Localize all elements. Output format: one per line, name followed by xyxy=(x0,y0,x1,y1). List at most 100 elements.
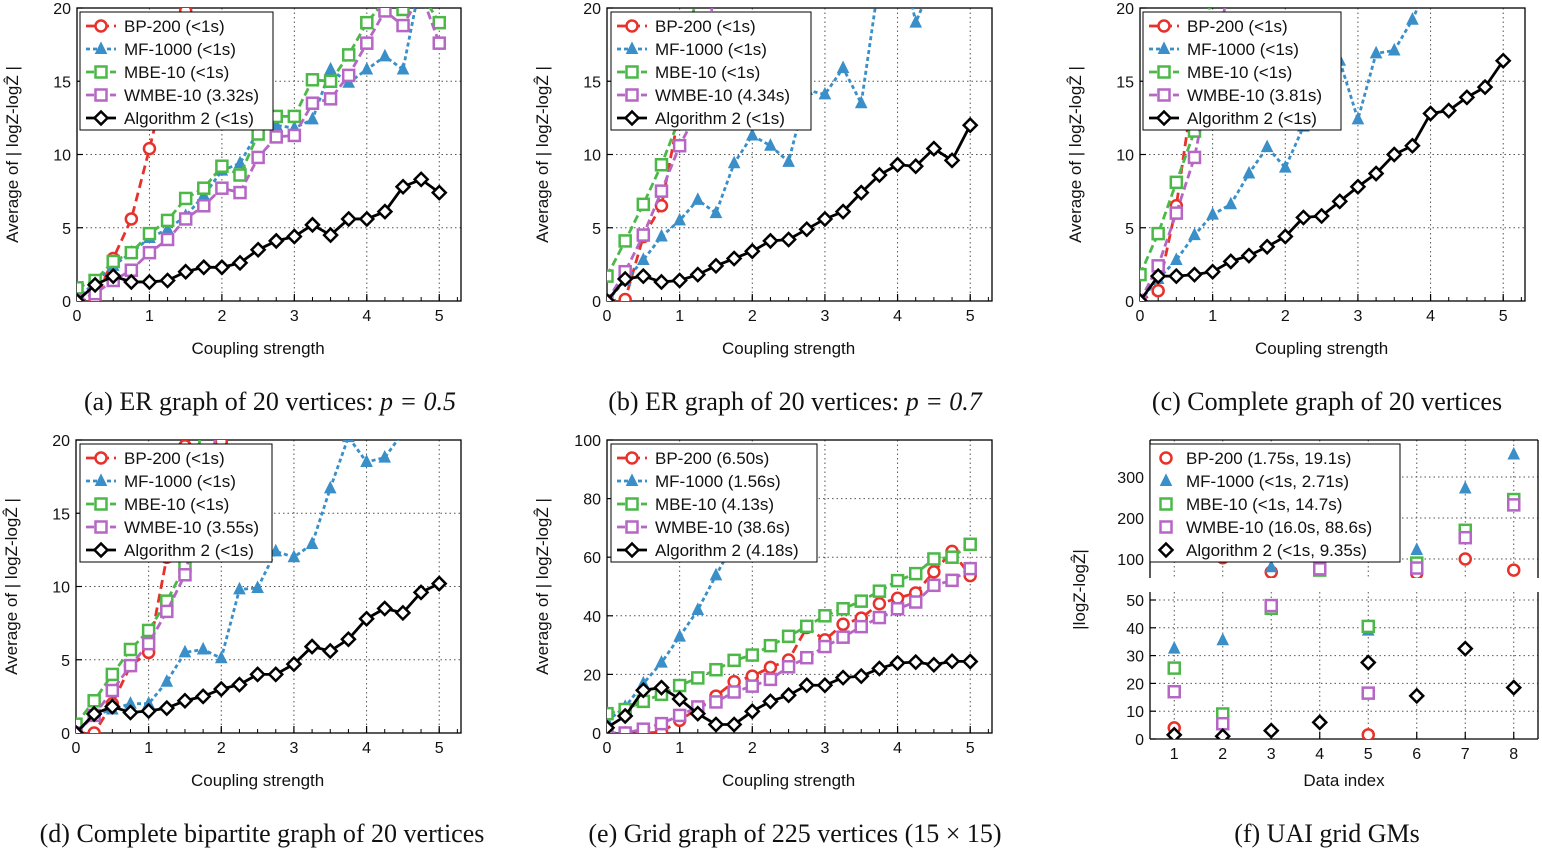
data-point-mbe xyxy=(800,619,814,634)
legend-marker-mf xyxy=(625,473,639,486)
data-point-wmbe xyxy=(1187,150,1202,165)
caption-math: p = 0.7 xyxy=(904,387,983,416)
legend-item: Algorithm 2 (<1s) xyxy=(1149,109,1317,128)
legend-label: MBE-10 (4.13s) xyxy=(655,495,774,514)
legend-label: BP-200 (<1s) xyxy=(124,449,225,468)
data-point-alg xyxy=(653,679,670,696)
caption-text: (e) Grid graph of 225 vertices (15 × 15) xyxy=(588,819,1001,848)
data-point-wmbe xyxy=(1458,530,1472,545)
data-point-mbe xyxy=(360,15,374,30)
x-axis-label: Coupling strength xyxy=(1255,339,1388,358)
data-point-mf xyxy=(305,536,319,550)
data-point-wmbe xyxy=(745,679,760,693)
data-point-alg xyxy=(871,660,888,677)
data-point-mbe xyxy=(691,671,705,685)
data-point-mf xyxy=(655,655,668,668)
data-point-mf xyxy=(214,650,228,664)
series-line-mf xyxy=(1140,8,1420,301)
data-point-mf xyxy=(360,454,373,467)
data-point-bp xyxy=(618,292,632,301)
data-point-alg xyxy=(177,263,194,280)
x-tick-label: 5 xyxy=(966,308,975,325)
chart-panel: 0 5 10 15 20 0 1 2 3 4 5 Coupling strength Average o… xyxy=(3,1,462,416)
data-point-wmbe xyxy=(197,199,211,213)
data-point-mbe xyxy=(1151,226,1165,241)
legend-label: Algorithm 2 (<1s) xyxy=(124,541,254,560)
data-point-mbe xyxy=(76,717,83,731)
x-tick-label: 4 xyxy=(893,308,902,325)
data-point-wmbe xyxy=(872,610,887,625)
data-point-alg xyxy=(689,705,707,722)
x-tick-label: 1 xyxy=(144,740,153,757)
legend-label: MF-1000 (<1s) xyxy=(1187,40,1299,59)
data-point-wmbe xyxy=(341,68,356,83)
data-point-wmbe xyxy=(636,722,651,733)
legend-label: Algorithm 2 (<1s) xyxy=(124,109,254,128)
data-point-wmbe xyxy=(727,685,741,699)
data-point-mbe xyxy=(233,168,247,182)
data-point-mbe xyxy=(105,667,120,682)
data-point-mf xyxy=(378,449,392,463)
data-point-mf xyxy=(360,61,374,75)
legend-item: BP-200 (1.75s, 19.1s) xyxy=(1159,449,1351,468)
data-point-wmbe xyxy=(323,92,338,106)
data-point-alg xyxy=(213,259,231,276)
legend-item: MF-1000 (<1s) xyxy=(86,472,236,491)
data-point-alg xyxy=(635,681,652,699)
data-point-wmbe xyxy=(305,96,320,110)
data-point-alg xyxy=(616,707,634,725)
data-point-mbe xyxy=(709,662,723,677)
y-tick-label: 20 xyxy=(53,1,71,18)
data-point-alg xyxy=(104,698,121,715)
y-tick-label: 40 xyxy=(1126,621,1144,638)
data-point-alg xyxy=(249,241,267,258)
y-tick-label: 40 xyxy=(583,609,601,626)
data-point-alg xyxy=(376,600,393,617)
data-point-mf xyxy=(306,111,319,125)
data-point-bp xyxy=(1361,728,1375,739)
legend-item: MBE-10 (<1s) xyxy=(86,495,229,514)
data-point-alg xyxy=(340,630,357,648)
data-point-mf xyxy=(1351,111,1365,125)
data-point-mbe xyxy=(106,254,120,269)
legend-label: Algorithm 2 (4.18s) xyxy=(655,541,799,560)
data-point-alg xyxy=(907,653,924,671)
data-point-alg xyxy=(744,703,761,720)
data-point-alg xyxy=(1295,209,1312,226)
data-point-alg xyxy=(961,116,979,134)
legend-marker-bp xyxy=(1157,19,1171,33)
data-point-wmbe xyxy=(781,660,796,674)
data-point-alg xyxy=(852,184,870,201)
data-point-alg xyxy=(1408,687,1426,705)
y-tick-label: 30 xyxy=(1126,649,1144,666)
legend-marker-bp xyxy=(625,451,639,465)
legend-marker-wmbe xyxy=(1157,88,1171,102)
x-tick-label: 1 xyxy=(675,308,684,325)
legend-item: BP-200 (<1s) xyxy=(1149,17,1288,36)
legend-marker-mbe xyxy=(625,497,639,511)
data-point-mf xyxy=(1507,446,1521,460)
data-point-alg xyxy=(412,171,430,188)
legend-label: BP-200 (<1s) xyxy=(1187,17,1288,36)
data-point-wmbe xyxy=(396,18,410,33)
data-point-alg xyxy=(707,257,725,275)
subfigure-caption: (b) ER graph of 20 vertices: p = 0.7 xyxy=(608,387,983,416)
y-tick-label: 0 xyxy=(1135,732,1144,749)
legend-marker-mbe xyxy=(625,65,639,79)
data-point-wmbe xyxy=(142,245,157,260)
data-point-alg xyxy=(1311,714,1329,731)
data-point-mf xyxy=(782,154,795,167)
data-point-mbe xyxy=(123,642,138,657)
legend-label: BP-200 (1.75s, 19.1s) xyxy=(1186,449,1351,468)
data-point-wmbe xyxy=(360,36,374,50)
y-tick-label: 0 xyxy=(592,294,601,311)
legend-item: MF-1000 (<1s) xyxy=(617,40,767,59)
data-point-wmbe xyxy=(945,573,959,588)
data-point-mbe xyxy=(124,245,139,260)
caption-text: (f) UAI grid GMs xyxy=(1234,819,1420,848)
data-point-wmbe xyxy=(1507,498,1521,512)
data-point-mbe xyxy=(836,602,850,616)
legend-item: WMBE-10 (4.34s) xyxy=(617,86,790,105)
y-tick-label: 5 xyxy=(1125,221,1134,238)
data-point-alg xyxy=(943,652,961,670)
